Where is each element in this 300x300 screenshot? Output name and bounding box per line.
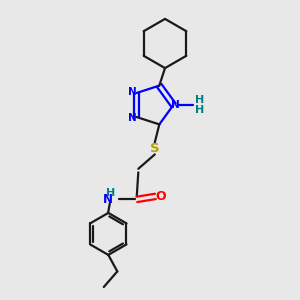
Text: N: N bbox=[128, 86, 137, 97]
Text: N: N bbox=[103, 193, 113, 206]
Text: N: N bbox=[170, 100, 179, 110]
Text: H: H bbox=[106, 188, 115, 198]
Text: H: H bbox=[195, 94, 204, 105]
Text: N: N bbox=[128, 113, 137, 124]
Text: S: S bbox=[150, 142, 160, 155]
Text: H: H bbox=[195, 105, 204, 116]
Text: O: O bbox=[155, 190, 166, 203]
